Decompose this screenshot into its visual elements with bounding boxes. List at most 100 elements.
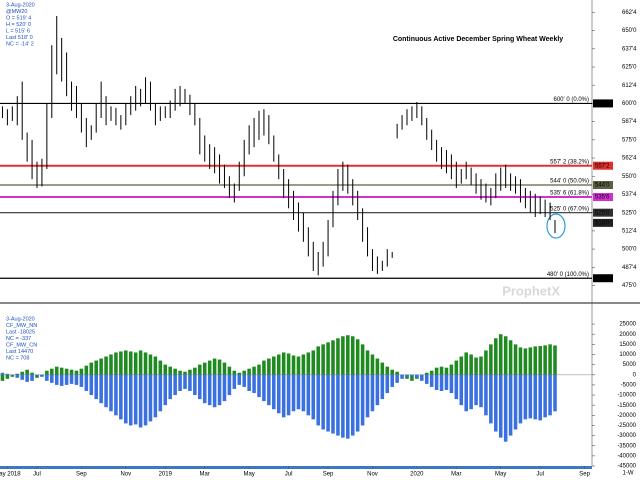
histogram-bar <box>370 374 375 412</box>
y-tick-label: 550'0 <box>622 174 637 180</box>
level-tag-box <box>593 193 613 202</box>
histogram-bar <box>133 374 138 425</box>
histogram-bar <box>262 374 266 402</box>
histogram-bar <box>350 374 355 436</box>
histogram-bar <box>301 354 306 375</box>
histogram-bar <box>242 374 246 387</box>
timeframe: 1-W <box>623 471 634 477</box>
level-tag: 557'2 <box>595 163 610 169</box>
histogram-bar <box>59 374 64 386</box>
histogram-bar <box>474 357 478 375</box>
histogram-bar <box>84 374 89 391</box>
histogram-bar <box>35 374 39 376</box>
histogram-bar <box>291 374 296 412</box>
histogram-bar <box>237 374 242 385</box>
histogram-bar <box>286 374 291 416</box>
level-tag: 535'6 <box>595 195 610 201</box>
histogram-bar <box>109 354 113 375</box>
y-tick-label: -40000 <box>617 453 636 459</box>
y-tick-label: 20000 <box>619 332 636 338</box>
histogram-bar <box>114 352 118 375</box>
level-tag: 480'0 <box>595 276 610 282</box>
histogram-bar <box>286 353 291 375</box>
x-tick-label: Sep <box>76 472 87 478</box>
histogram-bar <box>306 352 311 375</box>
histogram-bar <box>326 374 330 432</box>
histogram-bar <box>434 374 439 390</box>
histogram-bar <box>15 373 20 375</box>
histogram-bar <box>400 374 404 379</box>
histogram-bar <box>114 374 118 416</box>
histogram-bar <box>533 346 538 375</box>
level-label: 557' 2 (38.2%) <box>550 159 589 165</box>
histogram-bar <box>202 374 207 404</box>
y-tick-label: 15000 <box>619 342 636 348</box>
histogram-bar <box>449 364 454 375</box>
histogram-bar <box>222 362 227 375</box>
histogram-bar <box>252 366 256 375</box>
histogram-bar <box>20 374 24 380</box>
last-tag-box <box>593 218 613 227</box>
histogram-bar <box>128 351 133 375</box>
histogram-bar <box>207 360 212 375</box>
histogram-bar <box>30 374 34 381</box>
histogram-bar <box>508 374 513 436</box>
histogram-bar <box>316 374 320 426</box>
histogram-bar <box>341 336 345 375</box>
histogram-bar <box>64 368 69 375</box>
level-tag-box <box>593 161 613 170</box>
histogram-bar <box>74 370 79 375</box>
histogram-bar <box>148 374 153 422</box>
y-tick-label: 587'4 <box>622 119 637 125</box>
histogram-bar <box>168 374 172 400</box>
histogram-bar <box>54 366 59 375</box>
highlight-circle <box>546 213 566 239</box>
histogram-bar <box>45 374 49 381</box>
histogram-bar <box>153 356 158 375</box>
histogram-bar <box>439 374 444 391</box>
histogram-bar <box>469 374 473 410</box>
level-label: 544' 0 (50.0%) <box>550 179 589 185</box>
histogram-bar <box>217 374 222 406</box>
histogram-bar <box>124 374 128 424</box>
histogram-bar <box>365 374 370 418</box>
y-tick-label: 487'4 <box>622 265 637 271</box>
histogram-bar <box>212 358 217 375</box>
histogram-bar <box>45 370 49 375</box>
histogram-bar <box>183 371 187 375</box>
histogram-bar <box>138 350 143 375</box>
histogram-bar <box>15 374 20 378</box>
histogram-bar <box>168 366 172 375</box>
histogram-bar <box>124 350 128 375</box>
histogram-bar <box>188 374 192 391</box>
histogram-bar <box>489 374 493 424</box>
y-tick-label: -35000 <box>617 443 636 449</box>
histogram-bar <box>479 374 483 408</box>
histogram-bar <box>489 344 493 375</box>
histogram-bar <box>336 338 340 375</box>
histogram-bar <box>498 374 503 438</box>
histogram-bar <box>296 374 301 410</box>
x-tick-label: Sep <box>323 472 334 478</box>
histogram-bar <box>232 374 237 389</box>
histogram-bar <box>84 365 89 375</box>
histogram-bar <box>355 374 360 432</box>
histogram-bar <box>242 370 246 375</box>
y-tick-label: 600'0 <box>622 101 637 107</box>
x-tick-label: Nov <box>367 472 378 478</box>
histogram-bar <box>296 356 301 375</box>
histogram-bar <box>543 345 547 375</box>
date-strip <box>0 466 592 469</box>
histogram-bar <box>237 372 242 375</box>
histogram-bar <box>420 374 424 381</box>
histogram-bar <box>326 342 330 375</box>
level-tag: 600'0 <box>595 101 610 107</box>
header-text: NC = -14' 2 <box>6 41 34 47</box>
histogram-bar <box>513 374 518 430</box>
histogram-bar <box>360 374 365 426</box>
histogram-bar <box>553 345 557 375</box>
header-text: Last 14470 <box>6 349 33 355</box>
header-text: L = 515' 6 <box>6 28 30 34</box>
x-tick-label: May 2018 <box>0 472 21 478</box>
